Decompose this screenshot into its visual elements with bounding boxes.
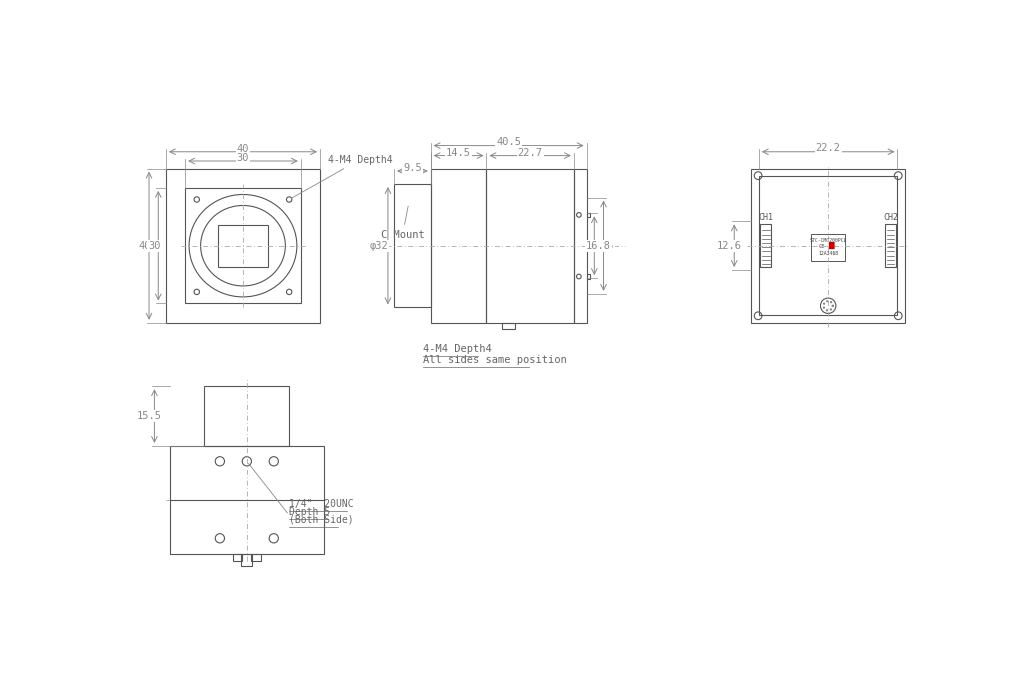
Text: STC-CMC200PCL: STC-CMC200PCL bbox=[810, 238, 847, 243]
Circle shape bbox=[830, 308, 832, 311]
Text: 15.5: 15.5 bbox=[137, 411, 162, 421]
Circle shape bbox=[831, 304, 834, 307]
Text: CH1: CH1 bbox=[758, 213, 774, 221]
Text: 9.5: 9.5 bbox=[403, 163, 421, 173]
Text: CH2: CH2 bbox=[883, 213, 898, 221]
Text: Depth 5: Depth 5 bbox=[289, 508, 331, 517]
Text: 40: 40 bbox=[139, 241, 151, 251]
Circle shape bbox=[826, 309, 828, 312]
Circle shape bbox=[823, 307, 825, 309]
Circle shape bbox=[831, 304, 834, 307]
Text: ██: ██ bbox=[828, 242, 834, 249]
Text: C Mount: C Mount bbox=[381, 206, 424, 240]
Text: 1/4"  20UNC: 1/4" 20UNC bbox=[289, 500, 353, 510]
Text: (Both Side): (Both Side) bbox=[289, 515, 353, 525]
Text: 4-M4 Depth4: 4-M4 Depth4 bbox=[291, 155, 392, 198]
Text: 12A3468: 12A3468 bbox=[818, 251, 838, 256]
Text: All sides same position: All sides same position bbox=[423, 355, 566, 365]
Text: 40.5: 40.5 bbox=[496, 136, 521, 147]
Text: 14.5: 14.5 bbox=[446, 148, 471, 158]
Text: 16.8: 16.8 bbox=[586, 241, 611, 251]
Text: CE: CE bbox=[819, 244, 825, 249]
Text: 4-M4 Depth4: 4-M4 Depth4 bbox=[423, 344, 491, 354]
Text: 12.6: 12.6 bbox=[716, 241, 742, 251]
Circle shape bbox=[823, 302, 825, 304]
Text: 40: 40 bbox=[237, 144, 249, 154]
Circle shape bbox=[826, 300, 828, 302]
Circle shape bbox=[830, 301, 832, 303]
Text: 30: 30 bbox=[237, 153, 249, 163]
Text: 22.7: 22.7 bbox=[518, 148, 543, 158]
Text: 25: 25 bbox=[602, 241, 614, 251]
Text: 22.2: 22.2 bbox=[816, 143, 840, 153]
Text: φ32: φ32 bbox=[370, 241, 388, 251]
Text: 30: 30 bbox=[148, 241, 161, 251]
